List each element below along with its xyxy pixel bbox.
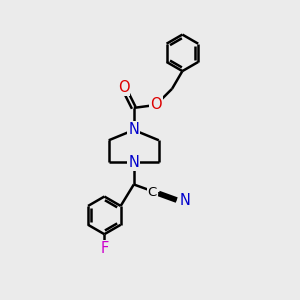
Text: N: N bbox=[128, 155, 139, 170]
Text: O: O bbox=[150, 98, 162, 112]
Text: O: O bbox=[118, 80, 129, 95]
Text: F: F bbox=[100, 242, 109, 256]
Text: C: C bbox=[148, 185, 157, 199]
Text: N: N bbox=[128, 122, 139, 137]
Text: N: N bbox=[179, 193, 191, 208]
